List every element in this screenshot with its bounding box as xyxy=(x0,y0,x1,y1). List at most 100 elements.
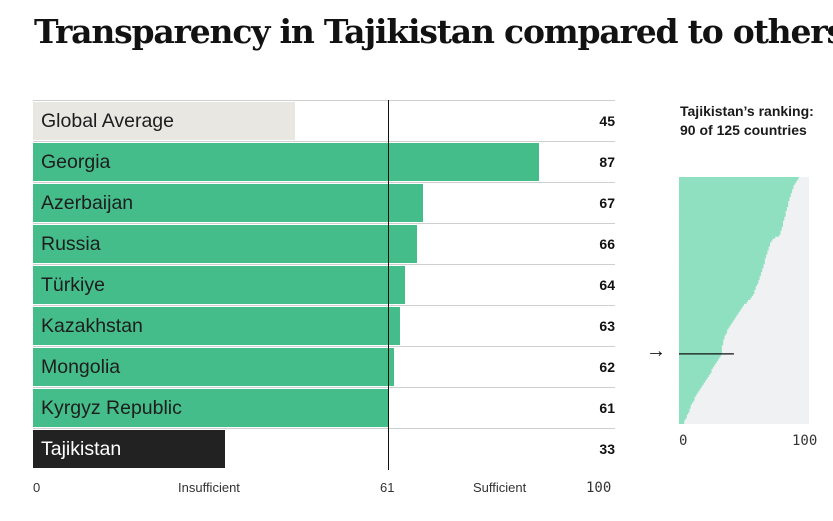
ranking-bar xyxy=(679,337,725,340)
ranking-bar xyxy=(679,248,769,251)
ranking-bar xyxy=(679,400,694,403)
ranking-bar xyxy=(679,404,691,407)
ranking-bar xyxy=(679,402,692,405)
ranking-bar xyxy=(679,319,734,322)
bar xyxy=(33,348,394,386)
bar-label: Azerbaijan xyxy=(41,192,134,214)
ranking-bar xyxy=(679,275,760,279)
ranking-bar xyxy=(679,259,765,263)
ranking-bar xyxy=(679,378,707,381)
bar-value-label: 61 xyxy=(599,400,615,416)
ranking-bar xyxy=(679,422,685,424)
bar-row: Mongolia 62 xyxy=(33,346,615,387)
ranking-bar xyxy=(679,200,789,204)
ranking-bar xyxy=(679,416,687,419)
ranking-bar xyxy=(679,317,735,320)
ranking-bar xyxy=(679,220,783,223)
ranking-bar xyxy=(679,269,763,273)
ranking-bar xyxy=(679,186,794,190)
ranking-bar xyxy=(679,406,691,409)
ranking-title: Tajikistan’s ranking: 90 of 125 countrie… xyxy=(680,103,814,138)
bar xyxy=(33,102,295,140)
ranking-bar xyxy=(679,214,786,217)
ranking-bar xyxy=(679,190,793,194)
ranking-bar xyxy=(679,301,747,304)
ranking-bar xyxy=(679,342,724,346)
bar-row: Azerbaijan 67 xyxy=(33,182,615,223)
bar-chart: Global Average 45 Georgia 87 Azerbaijan 67 Rus… xyxy=(33,100,615,470)
bar-row: Kyrgyz Republic 61 xyxy=(33,387,615,428)
ranking-bar xyxy=(679,261,765,265)
ranking-bar xyxy=(679,210,786,213)
ranking-bar xyxy=(679,346,722,350)
ranking-bar xyxy=(679,198,790,202)
ranking-bar xyxy=(679,388,700,391)
bar xyxy=(33,143,540,181)
ranking-bar xyxy=(679,226,782,229)
ranking-bar xyxy=(679,382,704,385)
ranking-bar xyxy=(679,177,799,180)
x-tick-0: 0 xyxy=(33,480,41,495)
bar-row: Kazakhstan 63 xyxy=(33,305,615,346)
ranking-bar xyxy=(679,321,733,324)
bar-value-label: 62 xyxy=(599,359,615,375)
bar-value-label: 64 xyxy=(599,277,615,293)
ranking-bar xyxy=(679,285,756,289)
ranking-bar xyxy=(679,194,791,198)
ranking-bar xyxy=(679,374,709,377)
bar-label: Kazakhstan xyxy=(41,315,143,337)
ranking-bar xyxy=(679,358,718,362)
ranking-bar xyxy=(679,396,695,399)
ranking-bar xyxy=(679,354,721,358)
bar-label: Russia xyxy=(41,233,101,255)
bar-label: Kyrgyz Republic xyxy=(41,397,182,419)
bar-label: Tajikistan xyxy=(41,438,122,460)
ranking-bar xyxy=(679,277,760,281)
ranking-bar xyxy=(679,333,726,336)
ranking-bar xyxy=(679,263,764,267)
ranking-bar xyxy=(679,348,722,352)
ranking-bar xyxy=(679,222,783,225)
ranking-bar xyxy=(679,230,781,233)
ranking-bar xyxy=(679,240,772,243)
bar xyxy=(33,184,423,222)
bar-label: Türkiye xyxy=(41,274,105,296)
bar xyxy=(33,430,226,468)
ranking-bar xyxy=(679,341,724,344)
ranking-bar xyxy=(679,356,720,360)
ranking-bar xyxy=(679,281,759,285)
ranking-bar xyxy=(679,344,722,348)
ranking-bar xyxy=(679,180,796,184)
ranking-x-tick-100: 100 xyxy=(792,433,818,449)
ranking-bar xyxy=(679,287,756,291)
ranking-bar xyxy=(679,178,798,182)
ranking-bar xyxy=(679,218,785,221)
ranking-bar xyxy=(679,267,763,271)
ranking-bar xyxy=(679,392,698,395)
ranking-bar xyxy=(679,384,703,387)
bar-value-label: 66 xyxy=(599,236,615,252)
ranking-bar xyxy=(679,252,768,255)
ranking-bar xyxy=(679,289,755,293)
ranking-bar xyxy=(679,234,780,237)
ranking-bar xyxy=(679,283,757,287)
ranking-bar xyxy=(679,414,687,417)
ranking-bar xyxy=(679,212,786,215)
ranking-bar xyxy=(679,335,725,338)
ranking-bar xyxy=(679,254,767,257)
ranking-bar xyxy=(679,184,794,188)
x-tick-100: 100 xyxy=(586,480,612,496)
ranking-bar xyxy=(679,271,761,275)
bar-label: Georgia xyxy=(41,151,111,173)
ranking-bar xyxy=(679,350,722,354)
bar xyxy=(33,266,406,304)
ranking-bar xyxy=(679,370,712,374)
ranking-bar xyxy=(679,311,739,314)
ranking-bar xyxy=(679,246,769,249)
ranking-bar xyxy=(679,244,770,247)
bar xyxy=(33,307,400,345)
ranking-bar xyxy=(679,364,715,368)
ranking-bar xyxy=(679,331,728,334)
ranking-bar xyxy=(679,256,767,259)
ranking-bar xyxy=(679,216,785,219)
